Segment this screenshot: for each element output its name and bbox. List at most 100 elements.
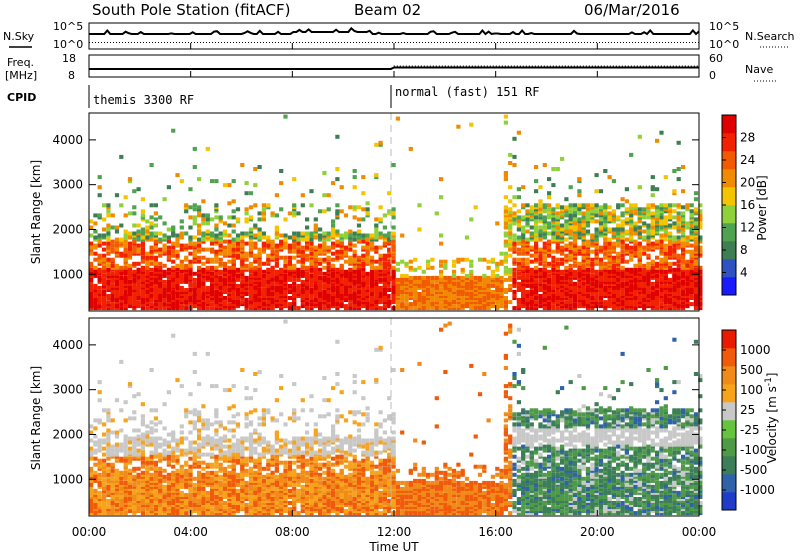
velocity-cell xyxy=(102,466,107,471)
velocity-cell xyxy=(97,398,102,403)
power-cell xyxy=(590,281,595,286)
power-cell xyxy=(495,273,500,278)
power-cell xyxy=(253,167,258,171)
power-cell xyxy=(339,237,344,242)
power-cell xyxy=(417,300,422,305)
power-colorbar-swatch xyxy=(722,241,736,260)
power-cell xyxy=(296,306,301,311)
power-cell xyxy=(693,239,699,244)
power-cell xyxy=(529,253,534,258)
power-cell xyxy=(603,169,608,173)
power-cell xyxy=(503,205,508,210)
power-cell xyxy=(637,231,642,236)
velocity-cell xyxy=(97,444,102,449)
power-cell xyxy=(253,233,258,238)
power-cell xyxy=(369,288,375,292)
power-cell xyxy=(132,277,137,282)
freq-unit-label: [MHz] xyxy=(5,69,37,82)
power-cell xyxy=(624,288,629,292)
velocity-cell xyxy=(106,505,111,510)
power-cell xyxy=(361,207,366,212)
power-cell xyxy=(387,209,392,214)
power-cell xyxy=(114,225,120,230)
velocity-cell xyxy=(149,493,154,497)
power-cell xyxy=(369,265,375,270)
power-cell xyxy=(322,265,327,270)
power-cell xyxy=(590,233,595,238)
power-cell xyxy=(318,237,323,242)
power-cell xyxy=(646,211,651,216)
velocity-cell xyxy=(110,448,115,453)
power-cell xyxy=(192,165,197,169)
power-cell xyxy=(222,273,228,278)
power-cell xyxy=(140,306,145,311)
power-cell xyxy=(136,237,141,242)
power-cell xyxy=(443,259,448,264)
power-cell xyxy=(352,185,357,190)
power-cell xyxy=(525,265,530,270)
power-cell xyxy=(590,211,595,216)
power-cell xyxy=(620,249,625,254)
power-cell xyxy=(607,205,612,210)
power-cell xyxy=(668,253,673,258)
power-cell xyxy=(222,249,228,254)
power-cell xyxy=(218,288,223,292)
power-cell xyxy=(352,292,357,296)
velocity-cell xyxy=(110,418,115,423)
velocity-cell xyxy=(136,493,141,497)
power-cell xyxy=(443,288,448,292)
power-cell xyxy=(499,288,504,292)
power-colorbar-swatch xyxy=(722,277,736,296)
power-cell xyxy=(179,273,184,278)
power-cell xyxy=(261,273,266,278)
velocity-cell xyxy=(171,470,176,475)
power-cell xyxy=(616,223,621,228)
power-cell xyxy=(650,175,655,180)
power-cell xyxy=(469,259,474,264)
power-cell xyxy=(244,288,249,292)
power-cell xyxy=(361,261,366,266)
velocity-cell xyxy=(123,444,128,449)
velocity-cell xyxy=(127,468,133,473)
velocity-cell xyxy=(140,495,145,499)
power-cell xyxy=(534,279,539,284)
power-cell xyxy=(162,302,167,307)
power-cell xyxy=(114,288,120,292)
power-cell xyxy=(408,146,413,151)
freq-line xyxy=(89,66,699,70)
power-cell xyxy=(205,265,210,270)
velocity-cell xyxy=(97,472,102,477)
power-cell xyxy=(637,253,642,258)
power-cell xyxy=(153,288,158,292)
power-cell xyxy=(365,298,370,302)
velocity-cell xyxy=(89,466,94,471)
power-cell xyxy=(568,273,573,278)
power-cell xyxy=(127,251,133,256)
power-cell xyxy=(685,281,690,286)
power-cell xyxy=(685,249,690,254)
velocity-cell xyxy=(166,440,171,445)
power-cell xyxy=(512,211,517,216)
power-cell xyxy=(447,275,452,280)
power-cell xyxy=(577,300,582,305)
power-cell xyxy=(197,277,202,282)
power-cell xyxy=(253,223,258,228)
power-cell xyxy=(313,257,318,262)
power-cell xyxy=(525,283,530,288)
power-cell xyxy=(326,245,331,250)
power-cell xyxy=(188,281,193,286)
power-cell xyxy=(391,225,396,230)
power-cell xyxy=(629,283,634,288)
power-cell xyxy=(222,229,228,234)
power-cell xyxy=(594,203,599,208)
power-cell xyxy=(318,249,323,254)
velocity-cell xyxy=(89,472,94,477)
velocity-cell xyxy=(136,392,141,397)
power-cell xyxy=(110,273,115,278)
power-cell xyxy=(89,233,94,238)
power-cell xyxy=(162,269,167,274)
velocity-cell xyxy=(179,464,184,469)
power-cell xyxy=(218,269,223,274)
power-cell xyxy=(650,281,655,286)
power-cell xyxy=(214,300,219,305)
